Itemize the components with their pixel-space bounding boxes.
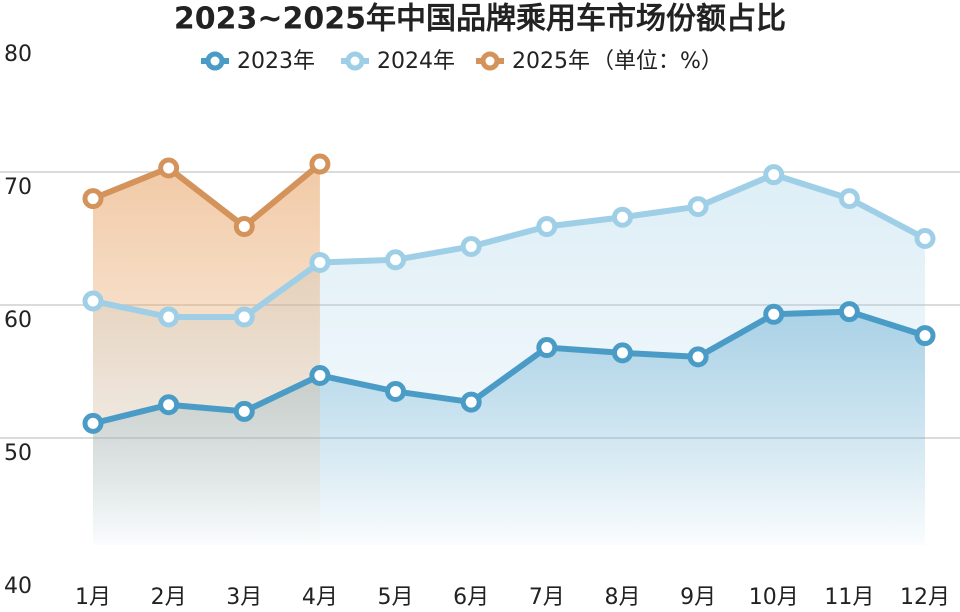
point (233, 216, 255, 238)
x-tick-label: 9月 (680, 585, 716, 610)
point (611, 342, 633, 364)
legend-marker (205, 51, 225, 71)
x-tick-label: 11月 (824, 585, 874, 610)
chart-title: 2023~2025年中国品牌乘用车市场份额占比 (174, 2, 786, 37)
x-tick-label: 7月 (529, 585, 565, 610)
areas (93, 164, 925, 545)
point (309, 251, 331, 273)
point (687, 196, 709, 218)
point (838, 301, 860, 323)
x-tick-label: 8月 (604, 585, 640, 610)
point (309, 153, 331, 175)
legend-label: 2024年 (377, 49, 455, 74)
y-tick-label: 70 (4, 175, 32, 200)
point (460, 391, 482, 413)
unit-note: （单位：%） (592, 49, 723, 74)
point (914, 325, 936, 347)
point (763, 303, 785, 325)
point (914, 228, 936, 249)
x-tick-label: 12月 (900, 585, 950, 610)
point (536, 216, 558, 238)
lines (82, 153, 936, 434)
y-tick-label: 80 (4, 42, 32, 67)
point (158, 394, 180, 416)
series-line (92, 171, 927, 320)
legend-label: 2023年 (237, 49, 315, 74)
point (158, 157, 180, 179)
point (82, 290, 104, 312)
point (385, 380, 407, 402)
x-tick-label: 3月 (226, 585, 262, 610)
series-line (92, 308, 926, 427)
y-tick-label: 60 (4, 308, 32, 333)
series-line (91, 161, 322, 230)
point (536, 337, 558, 359)
series-area (93, 164, 320, 545)
point (838, 188, 860, 210)
x-tick-label: 2月 (151, 585, 187, 610)
legend-marker (480, 51, 500, 71)
point (158, 306, 180, 328)
x-tick-label: 4月 (302, 585, 338, 610)
point (611, 206, 633, 228)
point (763, 164, 785, 186)
x-tick-label: 10月 (749, 585, 799, 610)
point (233, 306, 255, 328)
y-tick-label: 40 (4, 574, 32, 599)
point (233, 400, 255, 422)
x-tick-label: 6月 (453, 585, 489, 610)
point (82, 188, 104, 210)
point (460, 235, 482, 257)
legend-label: 2025年 (512, 49, 590, 74)
point (309, 364, 331, 386)
legend-marker (345, 51, 365, 71)
x-tick-label: 5月 (378, 585, 414, 610)
point (687, 346, 709, 368)
x-tick-label: 1月 (75, 585, 111, 610)
point (385, 249, 407, 271)
legend: 2023年 2024年 2025年 （单位：%） (201, 49, 723, 74)
point (82, 412, 104, 434)
y-tick-label: 50 (4, 441, 32, 466)
